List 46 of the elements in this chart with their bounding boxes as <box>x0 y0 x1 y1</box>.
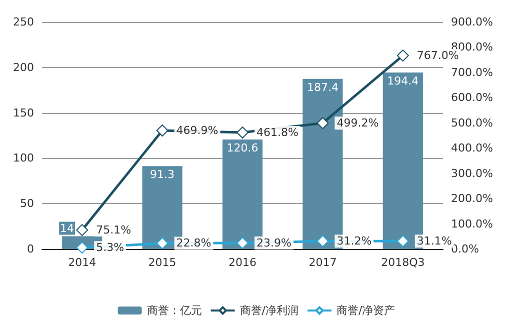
x-tick-label: 2015 <box>148 256 176 269</box>
data-label: 469.9% <box>176 124 218 137</box>
y-tick-label: 0 <box>27 242 34 256</box>
point <box>236 236 248 249</box>
x-tick-label: 2016 <box>228 256 256 269</box>
point <box>396 50 409 62</box>
data-label: 194.4 <box>387 74 419 88</box>
y2-tick-label: 500.0% <box>451 116 493 130</box>
data-label: 31.1% <box>416 234 452 248</box>
data-label: 187.4 <box>306 80 338 94</box>
data-label: 5.3% <box>96 241 124 254</box>
data-label: 499.2% <box>336 116 379 130</box>
point <box>236 126 248 139</box>
legend-label: 商誉：亿元 <box>146 304 202 317</box>
y-tick-label: 250 <box>13 16 34 28</box>
legend-label: 商誉/净资产 <box>336 304 396 317</box>
data-label: 461.8% <box>256 126 298 140</box>
y2-tick-label: 200.0% <box>451 192 493 206</box>
data-label: 75.1% <box>96 224 132 237</box>
data-label: 14 <box>60 222 74 235</box>
y-tick-label: 50 <box>20 197 34 210</box>
y2-tick-label: 0.0% <box>451 242 479 256</box>
y2-tick-label: 300.0% <box>451 166 493 180</box>
y-tick-label: 100 <box>13 152 34 165</box>
y-tick-label: 200 <box>13 60 34 74</box>
data-label: 22.8% <box>176 236 212 250</box>
point <box>156 124 168 136</box>
point <box>76 224 88 236</box>
x-tick-label: 2018Q3 <box>381 256 425 269</box>
y2-tick-label: 600.0% <box>451 91 493 104</box>
point <box>156 237 168 250</box>
data-label: 23.9% <box>256 236 292 250</box>
y2-tick-label: 400.0% <box>451 142 493 155</box>
data-label: 120.6 <box>226 141 258 154</box>
y-tick-label: 150 <box>13 106 34 120</box>
y2-tick-label: 100.0% <box>451 217 493 230</box>
y2-tick-label: 700.0% <box>451 66 493 79</box>
x-tick-label: 2017 <box>308 256 337 269</box>
legend-label: 商誉/净利润 <box>240 304 299 317</box>
data-label: 91.3 <box>150 168 175 182</box>
point <box>396 235 409 248</box>
y2-tick-label: 900.0% <box>451 16 493 28</box>
point <box>316 117 329 130</box>
point <box>316 235 329 248</box>
data-label: 31.2% <box>336 234 372 248</box>
x-tick-label: 2014 <box>68 256 96 269</box>
